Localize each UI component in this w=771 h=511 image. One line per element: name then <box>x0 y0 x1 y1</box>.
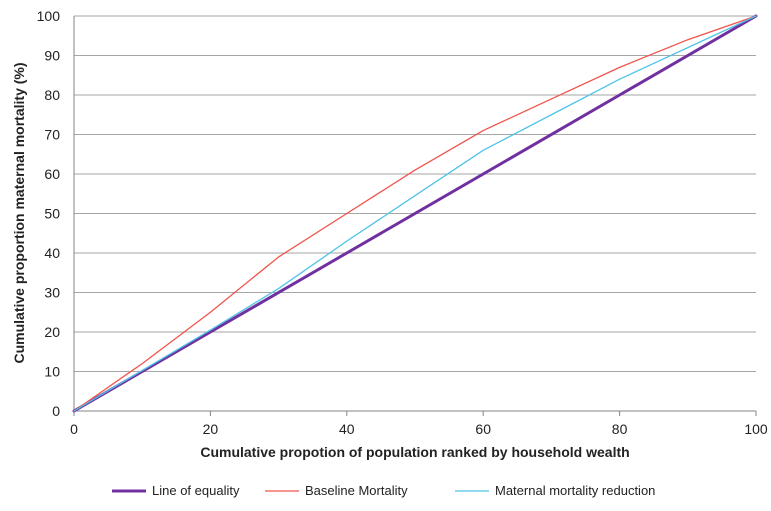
legend-label-0: Line of equality <box>152 483 240 498</box>
y-tick-label: 80 <box>44 87 60 103</box>
y-tick-label: 60 <box>44 166 60 182</box>
y-tick-label: 40 <box>44 245 60 261</box>
y-tick-label: 0 <box>52 403 60 419</box>
x-tick-label: 0 <box>70 421 78 437</box>
y-tick-label: 20 <box>44 324 60 340</box>
y-tick-label: 10 <box>44 364 60 380</box>
series-line-1 <box>73 15 757 412</box>
x-tick-label: 80 <box>612 421 628 437</box>
x-tick-label: 40 <box>339 421 355 437</box>
legend: Line of equality Baseline Mortality Matern… <box>112 483 655 498</box>
y-axis-title: Cumulative proportion maternal mortality… <box>11 62 27 363</box>
x-tick-label: 20 <box>203 421 219 437</box>
y-tick-label: 100 <box>37 8 61 24</box>
x-tick-label: 60 <box>475 421 491 437</box>
y-tick-label: 90 <box>44 48 60 64</box>
series-line-0 <box>72 14 758 413</box>
series-lines <box>72 14 758 413</box>
y-tick-label: 70 <box>44 127 60 143</box>
axes <box>73 16 757 416</box>
y-tick-label: 50 <box>44 206 60 222</box>
legend-label-2: Maternal mortality reduction <box>495 483 655 498</box>
tick-labels: 0 10 20 30 40 50 60 70 80 90 100 0 20 40 60 80 100 <box>37 8 768 437</box>
y-tick-label: 30 <box>44 285 60 301</box>
gridlines <box>74 15 756 372</box>
series-line-2 <box>73 15 757 412</box>
x-axis-title: Cumulative propotion of population ranke… <box>200 444 629 460</box>
legend-label-1: Baseline Mortality <box>305 483 408 498</box>
x-tick-label: 100 <box>744 421 768 437</box>
